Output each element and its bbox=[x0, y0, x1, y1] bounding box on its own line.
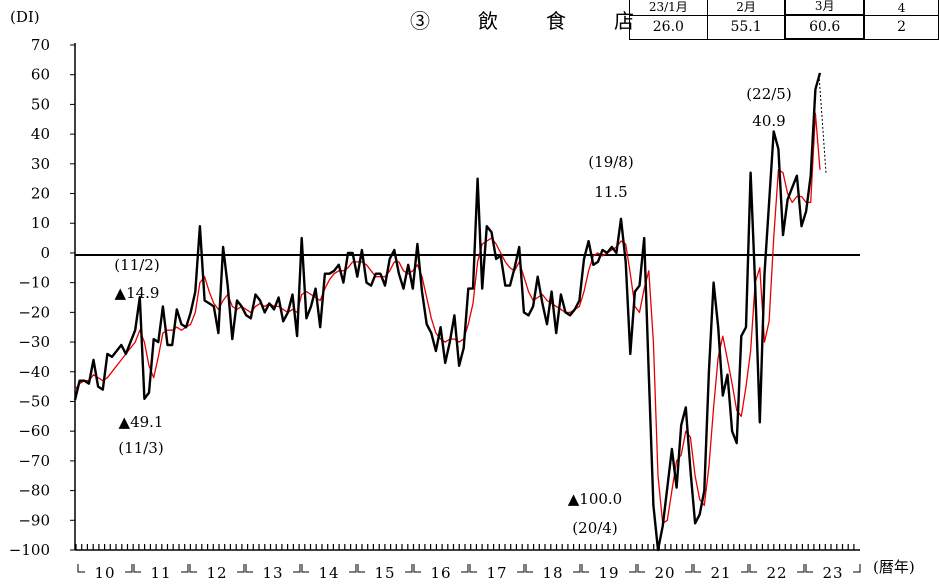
x-year-bracket-left bbox=[77, 564, 85, 573]
x-year-bracket-left bbox=[581, 564, 589, 573]
x-year-bracket-left bbox=[357, 564, 365, 573]
x-tick-label: 16 bbox=[430, 564, 451, 582]
mini-table-value-3: 60.6 bbox=[784, 14, 866, 40]
y-tick-label: 10 bbox=[31, 214, 50, 232]
chart-title: ③ 飲 食 店 bbox=[410, 9, 648, 33]
x-axis-label: (暦年) bbox=[873, 558, 915, 576]
mini-table: 23/1月 2月 3月 4 26.0 55.1 60.6 2 bbox=[629, 0, 939, 40]
y-tick-label: 70 bbox=[31, 36, 50, 54]
moving-average-line bbox=[74, 112, 821, 524]
x-year-bracket-right bbox=[349, 564, 357, 573]
x-year-bracket-left bbox=[805, 564, 813, 573]
x-year-bracket-left bbox=[301, 564, 309, 573]
annotation-line-2: 40.9 bbox=[752, 112, 785, 130]
x-axis-minor-ticks bbox=[75, 544, 855, 550]
x-tick-label: 13 bbox=[262, 564, 283, 582]
x-year-bracket-right bbox=[237, 564, 245, 573]
annotation-line-1: (22/5) bbox=[746, 85, 791, 103]
mini-table-header-2: 2月 bbox=[706, 0, 786, 16]
mini-table-value-2: 55.1 bbox=[706, 14, 786, 40]
y-tick-label: −60 bbox=[18, 422, 50, 440]
y-tick-label: 30 bbox=[31, 155, 50, 173]
y-tick-label: −90 bbox=[18, 511, 50, 529]
annotation-line-1: ▲100.0 bbox=[568, 490, 622, 508]
x-year-bracket-left bbox=[189, 564, 197, 573]
y-axis-tick-labels: 70 60 50 40 30 20 10 0 −10 −20 −30 −40 −50 −60 −70 −80 −… bbox=[9, 36, 75, 559]
di-series-line bbox=[73, 72, 822, 552]
annotation-line-2: (11/3) bbox=[118, 439, 163, 457]
y-tick-label: −40 bbox=[18, 363, 50, 381]
y-tick-label: 50 bbox=[31, 95, 50, 113]
x-year-bracket-right bbox=[405, 564, 413, 573]
x-year-bracket-right bbox=[181, 564, 189, 573]
y-tick-label: −20 bbox=[18, 303, 50, 321]
annotation-line-2: 11.5 bbox=[594, 183, 627, 201]
annotations: (11/2) ▲14.9 ▲49.1 (11/3) (19/8) 11.5 ▲100.0 (2… bbox=[114, 85, 791, 537]
y-tick-label: 60 bbox=[31, 66, 50, 84]
x-year-bracket-right bbox=[629, 564, 637, 573]
x-year-bracket-left bbox=[693, 564, 701, 573]
x-year-bracket-left bbox=[525, 564, 533, 573]
x-tick-label: 14 bbox=[318, 564, 339, 582]
x-year-bracket-left bbox=[469, 564, 477, 573]
x-year-bracket-right bbox=[853, 564, 861, 573]
x-year-bracket-left bbox=[245, 564, 253, 573]
y-tick-label: 0 bbox=[40, 244, 50, 262]
x-year-bracket-right bbox=[125, 564, 133, 573]
x-tick-label: 17 bbox=[486, 564, 507, 582]
annotation-line-1: ▲49.1 bbox=[119, 413, 164, 431]
annotation-line-1: (19/8) bbox=[588, 153, 633, 171]
annotation-line-1: (11/2) bbox=[114, 256, 159, 274]
x-year-bracket-left bbox=[749, 564, 757, 573]
y-axis-label: (DI) bbox=[10, 8, 40, 26]
x-tick-label: 15 bbox=[374, 564, 395, 582]
y-tick-label: −70 bbox=[18, 452, 50, 470]
x-tick-label: 20 bbox=[654, 564, 675, 582]
x-tick-label: 11 bbox=[150, 564, 171, 582]
mini-table-header-4: 4 bbox=[863, 0, 939, 16]
x-year-bracket-left bbox=[637, 564, 645, 573]
y-tick-label: −100 bbox=[9, 541, 50, 559]
x-tick-label: 19 bbox=[598, 564, 619, 582]
x-year-bracket-right bbox=[797, 564, 805, 573]
annotation-line-2: ▲14.9 bbox=[115, 284, 160, 302]
mini-table-header-1: 23/1月 bbox=[629, 0, 708, 16]
y-tick-label: −10 bbox=[18, 274, 50, 292]
x-tick-label: 23 bbox=[822, 564, 843, 582]
mini-table-header-3: 3月 bbox=[784, 0, 866, 16]
x-year-bracket-right bbox=[573, 564, 581, 573]
x-tick-label: 21 bbox=[710, 564, 731, 582]
dashed-projection bbox=[818, 74, 827, 174]
x-tick-label: 22 bbox=[766, 564, 787, 582]
x-year-bracket-left bbox=[133, 564, 141, 573]
mini-table-value-4: 2 bbox=[863, 14, 939, 40]
x-year-bracket-right bbox=[461, 564, 469, 573]
y-tick-label: −50 bbox=[18, 392, 50, 410]
y-tick-label: 40 bbox=[31, 125, 50, 143]
mini-table-value-1: 26.0 bbox=[629, 14, 708, 40]
y-tick-label: −80 bbox=[18, 482, 50, 500]
x-year-bracket-left bbox=[413, 564, 421, 573]
y-tick-label: 20 bbox=[31, 185, 50, 203]
series-layer bbox=[73, 72, 822, 552]
x-year-bracket-right bbox=[293, 564, 301, 573]
annotation-line-2: (20/4) bbox=[572, 519, 617, 537]
x-tick-label: 10 bbox=[94, 564, 115, 582]
x-year-bracket-right bbox=[517, 564, 525, 573]
x-year-bracket-right bbox=[741, 564, 749, 573]
y-tick-label: −30 bbox=[18, 333, 50, 351]
x-tick-label: 12 bbox=[206, 564, 227, 582]
x-axis-tick-labels: 10 11 12 13 14 15 16 17 18 19 20 21 22 23 bbox=[77, 564, 861, 582]
x-tick-label: 18 bbox=[542, 564, 563, 582]
x-year-bracket-right bbox=[685, 564, 693, 573]
